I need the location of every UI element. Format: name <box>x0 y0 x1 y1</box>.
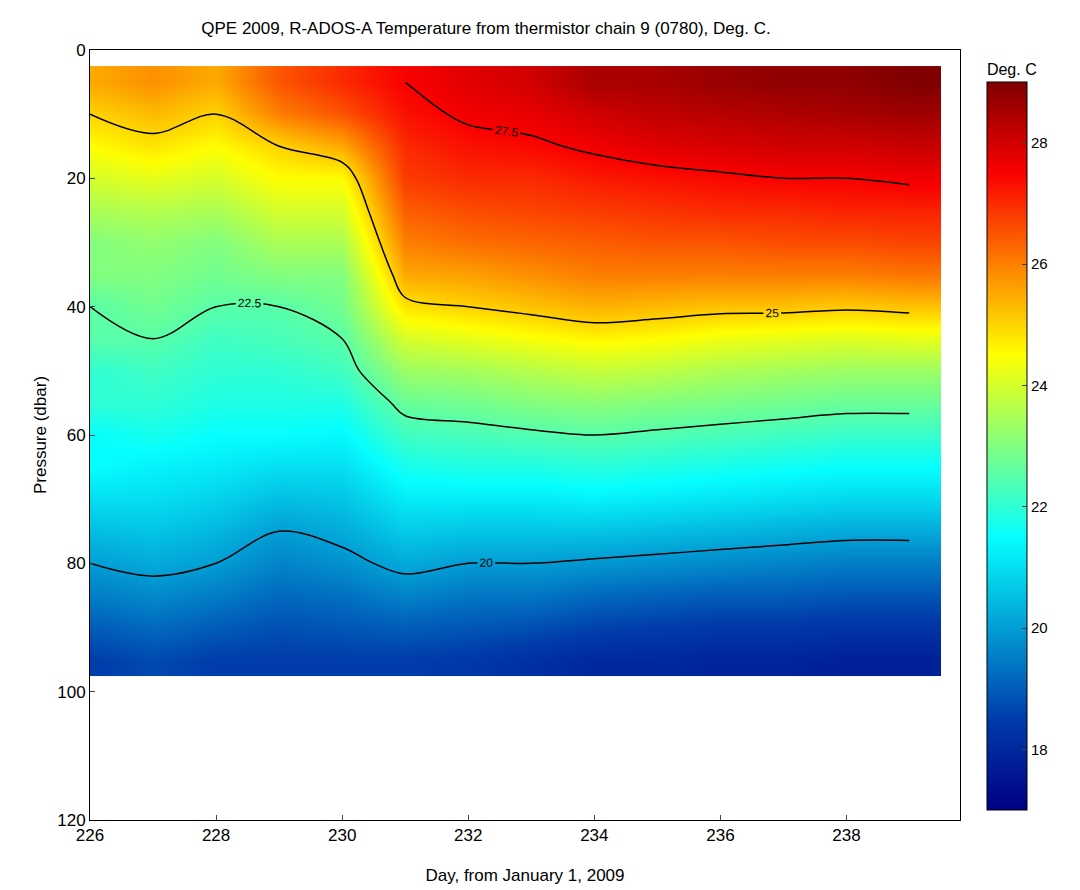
svg-text:20: 20 <box>67 169 86 188</box>
svg-text:20: 20 <box>1031 619 1048 636</box>
svg-text:0: 0 <box>76 41 85 60</box>
svg-text:60: 60 <box>67 426 86 445</box>
svg-text:Deg. C: Deg. C <box>987 61 1037 78</box>
svg-text:28: 28 <box>1031 134 1048 151</box>
svg-text:18: 18 <box>1031 741 1048 758</box>
svg-text:230: 230 <box>328 826 356 845</box>
svg-text:26: 26 <box>1031 255 1048 272</box>
svg-text:234: 234 <box>580 826 608 845</box>
svg-text:20: 20 <box>480 556 494 570</box>
svg-text:226: 226 <box>76 826 104 845</box>
svg-text:Pressure (dbar): Pressure (dbar) <box>31 376 50 494</box>
svg-text:25: 25 <box>765 306 779 320</box>
svg-text:22.5: 22.5 <box>238 296 262 310</box>
svg-text:40: 40 <box>67 298 86 317</box>
svg-text:228: 228 <box>202 826 230 845</box>
svg-text:22: 22 <box>1031 498 1048 515</box>
svg-text:80: 80 <box>67 554 86 573</box>
svg-text:232: 232 <box>454 826 482 845</box>
svg-text:24: 24 <box>1031 377 1048 394</box>
svg-text:238: 238 <box>832 826 860 845</box>
svg-text:120: 120 <box>57 811 85 830</box>
svg-text:236: 236 <box>706 826 734 845</box>
svg-text:100: 100 <box>57 683 85 702</box>
svg-text:27.5: 27.5 <box>494 123 519 140</box>
svg-text:Day, from January 1, 2009: Day, from January 1, 2009 <box>425 866 624 885</box>
svg-text:QPE 2009, R-ADOS-A Temperature: QPE 2009, R-ADOS-A Temperature from ther… <box>201 19 770 38</box>
